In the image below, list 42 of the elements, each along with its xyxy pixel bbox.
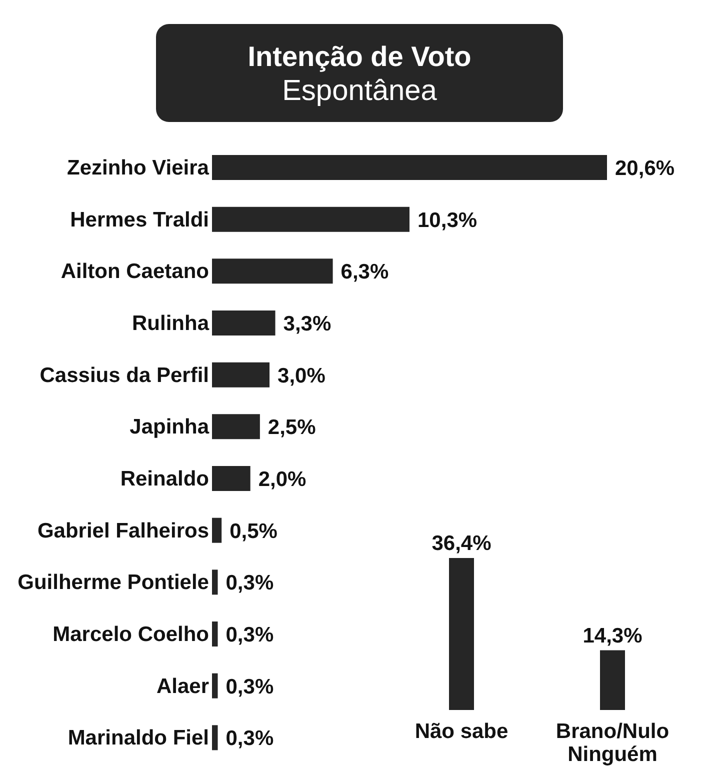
y-tick-label: Hermes Traldi	[70, 208, 209, 232]
y-tick-label: Cassius da Perfil	[40, 364, 209, 387]
data-label: 20,6%	[615, 156, 675, 180]
y-tick-label: Rulinha	[132, 312, 210, 335]
data-label: 14,3%	[582, 624, 643, 648]
y-tick-label: Marinaldo Fiel	[68, 726, 209, 750]
chart-title: Intenção de Voto	[246, 41, 472, 73]
bar	[212, 362, 270, 388]
x-tick-label: Brano/Nulo Ninguém	[556, 720, 670, 766]
bar	[212, 258, 333, 284]
data-label: 0,3%	[226, 675, 274, 698]
x-tick-label: Não sabe	[414, 720, 508, 743]
bar	[212, 673, 218, 698]
bar	[212, 206, 410, 232]
data-label: 2,5%	[268, 416, 316, 440]
data-label: 0,5%	[230, 520, 278, 543]
y-tick-label: Marcelo Coelho	[52, 622, 209, 646]
bar	[212, 622, 218, 646]
bar	[212, 414, 260, 440]
data-label: 0,3%	[226, 727, 274, 750]
y-tick-label: Reinaldo	[120, 467, 209, 490]
data-label: 0,3%	[226, 623, 274, 646]
data-label: 6,3%	[340, 260, 389, 284]
y-tick-label: Japinha	[130, 416, 210, 439]
bar	[212, 725, 218, 750]
y-tick-label: Zezinho Vieira	[67, 156, 210, 180]
chart-subtitle: Espontânea	[281, 75, 438, 108]
bar	[212, 466, 250, 491]
data-label: 0,3%	[226, 572, 274, 595]
bar	[212, 310, 276, 336]
data-label: 36,4%	[432, 532, 492, 555]
bar	[212, 570, 218, 595]
data-label: 3,3%	[283, 312, 332, 336]
bar	[212, 518, 222, 543]
data-label: 2,0%	[258, 468, 307, 491]
y-tick-label: Guilherme Pontiele	[18, 571, 209, 594]
y-tick-label: Alaer	[156, 674, 209, 698]
bar	[212, 155, 607, 180]
data-label: 10,3%	[418, 208, 478, 232]
y-tick-label: Gabriel Falheiros	[37, 519, 209, 542]
data-label: 3,0%	[278, 364, 326, 388]
y-tick-label: Ailton Caetano	[60, 260, 209, 284]
